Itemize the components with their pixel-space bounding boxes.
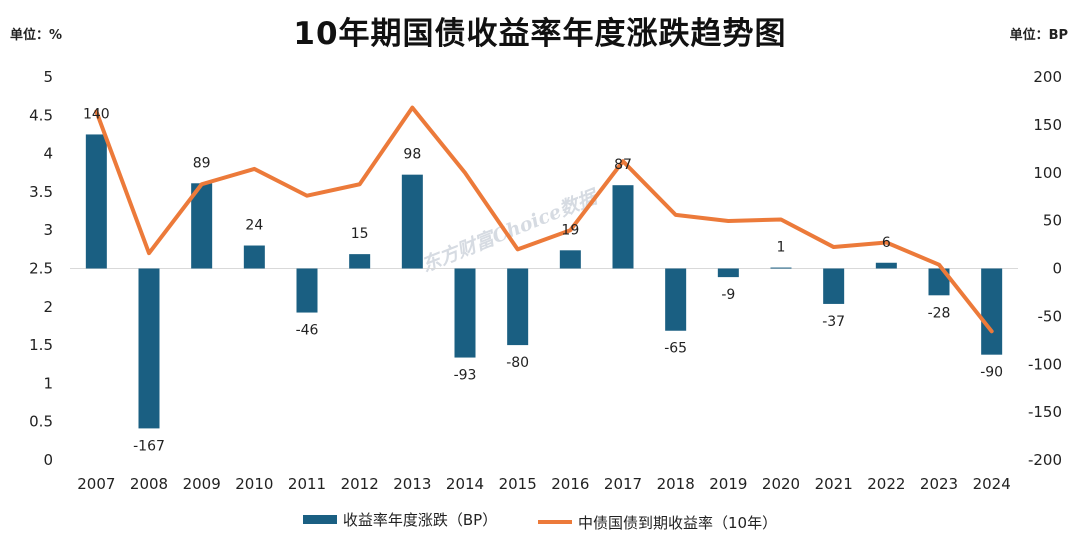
- legend-bar-swatch: [302, 515, 337, 524]
- legend: 收益率年度涨跌（BP） 中债国债到期收益率（10年）: [0, 509, 1080, 533]
- bar: [191, 183, 213, 269]
- bar: [349, 254, 371, 269]
- x-tick-label: 2013: [393, 475, 431, 493]
- y-right-tick-label: 100: [1033, 164, 1062, 182]
- y-right-tick-label: -200: [1028, 451, 1062, 469]
- y-right-tick-label: 200: [1033, 68, 1062, 86]
- y-left-tick-label: 3: [43, 221, 53, 239]
- bar-data-label: -90: [980, 365, 1003, 381]
- bar-data-label: -28: [928, 305, 951, 321]
- x-tick-label: 2015: [499, 475, 537, 493]
- x-tick-label: 2024: [973, 475, 1011, 493]
- bar: [612, 185, 634, 269]
- y-right-tick-label: 50: [1043, 212, 1062, 230]
- bar: [507, 268, 529, 346]
- y-left-tick-label: 5: [43, 68, 53, 86]
- x-tick-label: 2016: [551, 475, 589, 493]
- bar: [928, 268, 950, 296]
- y-left-tick-label: 4.5: [29, 106, 53, 124]
- legend-line-label: 中债国债到期收益率（10年）: [578, 513, 778, 532]
- bar: [875, 262, 897, 269]
- x-tick-label: 2014: [446, 475, 484, 493]
- x-tick-label: 2022: [867, 475, 905, 493]
- x-tick-label: 2018: [657, 475, 695, 493]
- y-right-tick-label: -150: [1028, 403, 1062, 421]
- x-tick-label: 2009: [183, 475, 221, 493]
- bar: [823, 268, 845, 304]
- bar: [559, 250, 581, 269]
- chart-title: 10年期国债收益率年度涨跌趋势图: [293, 16, 787, 52]
- bar-data-label: 15: [351, 226, 369, 242]
- y-right-tick-label: -100: [1028, 355, 1062, 373]
- bar: [401, 174, 423, 269]
- y-right-tick-label: -50: [1038, 307, 1063, 325]
- bar: [717, 268, 739, 278]
- bar-data-label: 19: [561, 222, 579, 238]
- x-tick-label: 2017: [604, 475, 642, 493]
- x-tick-label: 2010: [235, 475, 273, 493]
- y-left-tick-label: 4: [43, 145, 53, 163]
- y-left-tick-label: 2.5: [29, 260, 53, 278]
- x-tick-label: 2019: [709, 475, 747, 493]
- y-right-tick-label: 0: [1052, 260, 1062, 278]
- bar: [85, 134, 107, 269]
- series-line: [94, 105, 994, 334]
- bar: [296, 268, 318, 313]
- legend-bar-label: 收益率年度涨跌（BP）: [342, 511, 498, 529]
- bar: [981, 268, 1003, 355]
- bar-data-label: 98: [403, 147, 421, 163]
- bar-data-label: -37: [822, 314, 845, 330]
- legend-item-bar[interactable]: 收益率年度涨跌（BP）: [302, 509, 498, 530]
- bar-data-label: -9: [721, 287, 735, 303]
- legend-item-line[interactable]: 中债国债到期收益率（10年）: [538, 512, 777, 533]
- legend-line-swatch: [538, 520, 573, 524]
- bar: [665, 268, 687, 331]
- y-left-tick-label: 0: [43, 451, 53, 469]
- x-tick-label: 2023: [920, 475, 958, 493]
- right-axis-unit: 单位：BP: [1009, 28, 1068, 43]
- bar: [770, 267, 792, 269]
- y-left-tick-label: 0.5: [29, 413, 53, 431]
- x-tick-label: 2012: [341, 475, 379, 493]
- y-left-tick-label: 1: [43, 374, 53, 392]
- bar-data-label: -93: [454, 368, 477, 384]
- bar-data-label: 140: [83, 106, 110, 122]
- bar-data-label: -65: [664, 341, 687, 357]
- bar-data-label: -80: [506, 355, 529, 371]
- x-tick-label: 2007: [77, 475, 115, 493]
- bar: [243, 245, 265, 269]
- bar-data-label: 87: [614, 157, 632, 173]
- y-left-tick-label: 3.5: [29, 183, 53, 201]
- left-axis-unit: 单位：%: [10, 28, 63, 43]
- y-right-tick-label: 150: [1033, 116, 1062, 134]
- y-left-tick-label: 1.5: [29, 336, 53, 354]
- x-tick-label: 2020: [762, 475, 800, 493]
- bar-data-label: -167: [133, 438, 165, 454]
- bar: [138, 268, 160, 429]
- bar: [454, 268, 476, 358]
- bar-data-label: -46: [296, 323, 319, 339]
- x-tick-label: 2008: [130, 475, 168, 493]
- y-left-tick-label: 2: [43, 298, 53, 316]
- x-tick-label: 2011: [288, 475, 326, 493]
- bar-data-label: 24: [245, 218, 263, 234]
- bar-data-label: 6: [882, 235, 891, 251]
- bar-data-label: 89: [193, 155, 211, 171]
- bar-data-label: 1: [777, 240, 786, 256]
- x-tick-label: 2021: [815, 475, 853, 493]
